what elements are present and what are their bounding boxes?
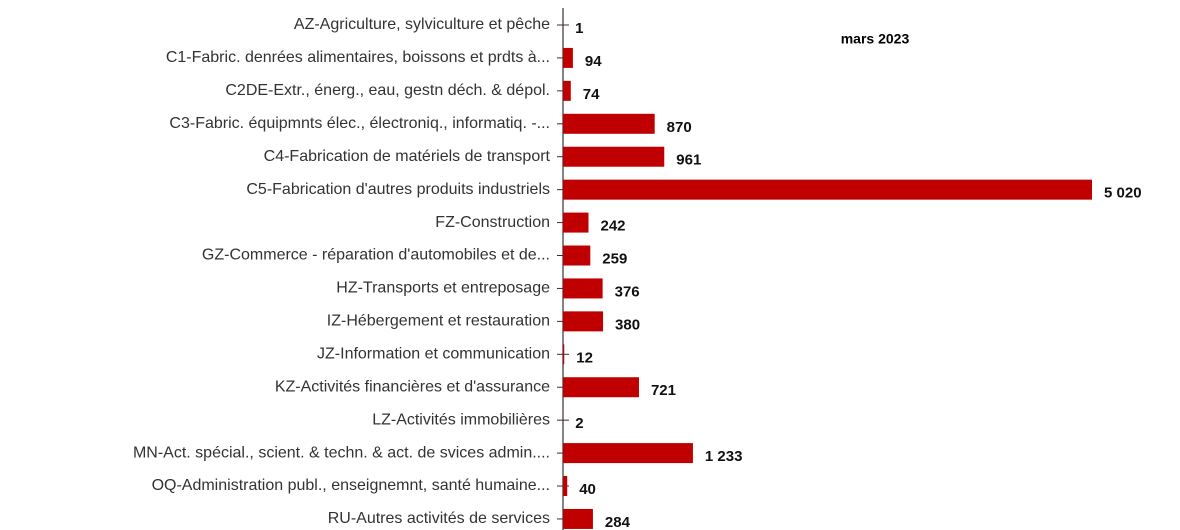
bar	[563, 146, 665, 167]
value-label: 380	[615, 316, 640, 333]
bar	[563, 377, 639, 398]
category-label: LZ-Activités immobilières	[372, 411, 550, 428]
value-label: 1	[575, 20, 583, 37]
bar	[563, 344, 565, 365]
value-label: 74	[583, 86, 600, 103]
value-label: 94	[585, 53, 602, 70]
value-label: 259	[602, 250, 627, 267]
bar	[563, 245, 591, 266]
bar	[563, 443, 693, 464]
legend-label: mars 2023	[841, 31, 910, 47]
category-label: C1-Fabric. denrées alimentaires, boisson…	[166, 49, 550, 66]
bar	[563, 278, 603, 299]
bar	[563, 113, 655, 134]
category-label: GZ-Commerce - réparation d'automobiles e…	[202, 247, 550, 264]
value-label: 40	[579, 481, 596, 498]
bar	[563, 476, 568, 497]
bar	[563, 508, 593, 529]
category-label: FZ-Construction	[435, 214, 550, 231]
category-label: C3-Fabric. équipmnts élec., électroniq.,…	[169, 115, 550, 132]
category-label: IZ-Hébergement et restauration	[327, 313, 550, 330]
category-label: RU-Autres activités de services	[328, 510, 550, 527]
value-label: 5 020	[1104, 185, 1142, 202]
value-label: 1 233	[705, 448, 743, 465]
value-label: 376	[615, 283, 640, 300]
bar	[563, 311, 604, 332]
category-label: C2DE-Extr., énerg., eau, gestn déch. & d…	[225, 82, 550, 99]
category-label: JZ-Information et communication	[317, 346, 550, 363]
value-label: 721	[651, 382, 676, 399]
category-label: C5-Fabrication d'autres produits industr…	[246, 181, 550, 198]
category-label: KZ-Activités financières et d'assurance	[275, 378, 550, 395]
value-label: 284	[605, 514, 631, 530]
bar	[563, 47, 573, 68]
value-label: 12	[576, 349, 593, 366]
category-label: AZ-Agriculture, sylviculture et pêche	[294, 16, 550, 33]
bar	[563, 212, 589, 233]
value-label: 2	[575, 415, 583, 432]
value-label: 870	[667, 119, 692, 136]
value-label: 242	[601, 218, 626, 235]
category-label: OQ-Administration publ., enseignemnt, sa…	[152, 477, 550, 494]
value-label: 961	[676, 152, 701, 169]
bar	[563, 80, 571, 101]
category-label: C4-Fabrication de matériels de transport	[264, 148, 551, 165]
category-label: HZ-Transports et entreposage	[336, 280, 550, 297]
bar	[563, 179, 1092, 200]
category-label: MN-Act. spécial., scient. & techn. & act…	[133, 444, 550, 461]
